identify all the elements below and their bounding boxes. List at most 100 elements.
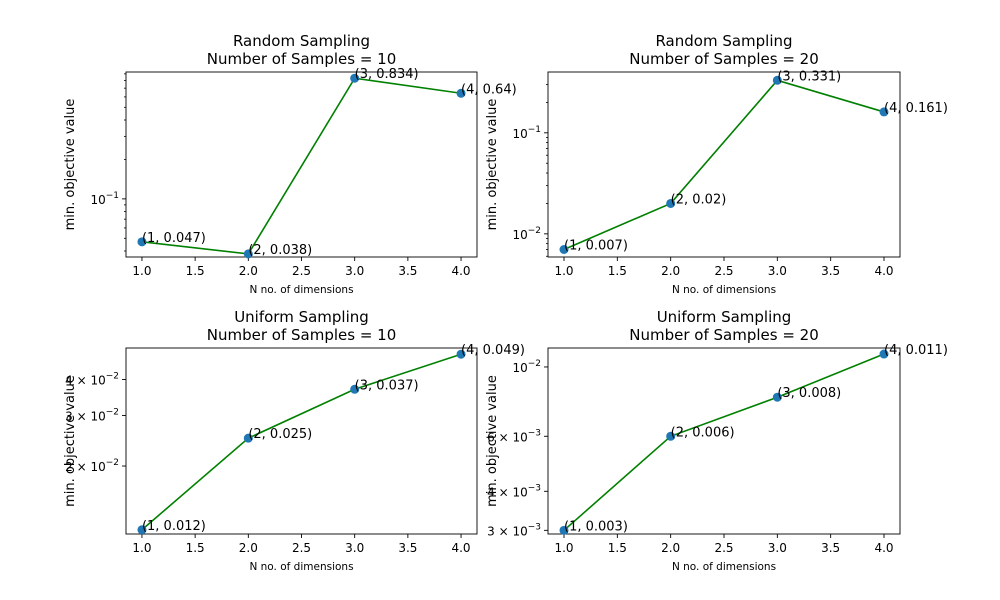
y-tick-base: 4 × 10 xyxy=(65,374,106,388)
chart-title-line2: Number of Samples = 10 xyxy=(207,326,397,344)
chart-title-line1: Random Sampling xyxy=(233,32,370,50)
y-tick-base: 3 × 10 xyxy=(487,524,528,538)
y-tick-exponent: −3 xyxy=(528,428,541,438)
y-tick-base: 10 xyxy=(512,228,527,242)
y-tick-exponent: −2 xyxy=(106,458,119,468)
y-tick-base: 6 × 10 xyxy=(487,430,528,444)
data-point xyxy=(666,198,676,208)
point-annotation: (1, 0.012) xyxy=(142,519,206,534)
axes-frame xyxy=(547,347,901,535)
series-line xyxy=(141,353,462,531)
x-tick-label: 2.5 xyxy=(714,541,733,555)
axes-frame xyxy=(125,71,478,258)
y-tick-exponent: −3 xyxy=(528,483,541,493)
x-tick-label: 3.0 xyxy=(768,541,787,555)
x-tick-label: 1.0 xyxy=(554,264,573,278)
series-line xyxy=(141,77,462,255)
point-annotation: (3, 0.008) xyxy=(777,386,841,401)
x-tick-label: 2.5 xyxy=(714,264,733,278)
chart-title-line1: Uniform Sampling xyxy=(234,308,369,326)
y-tick-label: 4 × 10−2 xyxy=(65,372,119,388)
data-point xyxy=(559,525,569,535)
x-tick-label: 3.5 xyxy=(398,541,417,555)
data-point xyxy=(879,349,889,359)
axes-frame xyxy=(547,71,901,258)
y-tick-exponent: −3 xyxy=(528,522,541,532)
data-point xyxy=(559,244,569,254)
x-tick-label: 1.5 xyxy=(608,264,627,278)
data-point xyxy=(666,431,676,441)
y-tick-base: 4 × 10 xyxy=(487,485,528,499)
y-tick-label: 10−2 xyxy=(512,226,541,242)
chart-title-line1: Uniform Sampling xyxy=(657,308,792,326)
x-tick-label: 1.0 xyxy=(132,541,151,555)
chart-title-line2: Number of Samples = 20 xyxy=(629,326,819,344)
chart-title-line2: Number of Samples = 20 xyxy=(629,50,819,68)
y-tick-label: 3 × 10−2 xyxy=(65,407,119,423)
x-tick-label: 3.0 xyxy=(768,264,787,278)
data-point xyxy=(772,75,782,85)
y-tick-label: 6 × 10−3 xyxy=(487,428,541,444)
y-tick-exponent: −1 xyxy=(106,191,119,201)
point-annotation: (1, 0.047) xyxy=(142,231,206,246)
point-annotation: (2, 0.02) xyxy=(671,192,727,207)
x-tick-label: 1.0 xyxy=(132,264,151,278)
y-axis-label: min. objective value xyxy=(63,375,78,507)
y-tick-base: 3 × 10 xyxy=(65,409,106,423)
x-tick-label: 4.0 xyxy=(451,541,470,555)
chart-title-line2: Number of Samples = 10 xyxy=(207,50,397,68)
x-tick-label: 4.0 xyxy=(874,264,893,278)
data-point xyxy=(243,433,253,443)
x-tick-label: 2.5 xyxy=(292,264,311,278)
y-tick-label: 3 × 10−3 xyxy=(487,522,541,538)
x-tick-label: 3.0 xyxy=(345,541,364,555)
point-annotation: (3, 0.834) xyxy=(355,67,419,82)
chart-title-line1: Random Sampling xyxy=(655,32,792,50)
y-tick-label: 10−1 xyxy=(90,191,119,207)
point-annotation: (4, 0.011) xyxy=(884,343,948,358)
x-tick-label: 1.0 xyxy=(554,541,573,555)
x-tick-label: 2.0 xyxy=(239,541,258,555)
x-tick-label: 2.5 xyxy=(292,541,311,555)
data-point xyxy=(350,384,360,394)
y-tick-label: 10−2 xyxy=(512,359,541,375)
x-tick-label: 3.5 xyxy=(821,264,840,278)
point-annotation: (3, 0.037) xyxy=(355,378,419,393)
x-tick-label: 1.5 xyxy=(186,264,205,278)
x-tick-label: 3.5 xyxy=(821,541,840,555)
x-tick-label: 2.0 xyxy=(661,264,680,278)
y-tick-label: 10−1 xyxy=(512,125,541,141)
point-annotation: (2, 0.006) xyxy=(671,425,735,440)
y-tick-label: 2 × 10−2 xyxy=(65,458,119,474)
x-tick-label: 1.5 xyxy=(186,541,205,555)
y-tick-base: 10 xyxy=(512,361,527,375)
y-tick-base: 10 xyxy=(90,193,105,207)
y-tick-label: 4 × 10−3 xyxy=(487,483,541,499)
x-tick-label: 2.0 xyxy=(661,541,680,555)
y-tick-exponent: −2 xyxy=(528,226,541,236)
x-tick-label: 4.0 xyxy=(451,264,470,278)
series-line xyxy=(563,79,885,251)
y-tick-base: 2 × 10 xyxy=(65,460,106,474)
data-point xyxy=(456,349,466,359)
point-annotation: (4, 0.161) xyxy=(884,101,948,116)
y-tick-base: 10 xyxy=(512,127,527,141)
point-annotation: (2, 0.038) xyxy=(248,243,312,258)
y-tick-exponent: −2 xyxy=(106,407,119,417)
x-tick-label: 2.0 xyxy=(239,264,258,278)
point-annotation: (2, 0.025) xyxy=(248,427,312,442)
x-axis-label: N no. of dimensions xyxy=(249,284,353,296)
x-tick-label: 3.0 xyxy=(345,264,364,278)
y-axis-label: min. objective value xyxy=(63,99,78,231)
x-tick-label: 3.5 xyxy=(398,264,417,278)
data-point xyxy=(137,525,147,535)
y-axis-label: min. objective value xyxy=(485,99,500,231)
point-annotation: (1, 0.003) xyxy=(564,519,628,534)
y-axis-label: min. objective value xyxy=(485,375,500,507)
data-point xyxy=(772,392,782,402)
x-tick-label: 4.0 xyxy=(874,541,893,555)
